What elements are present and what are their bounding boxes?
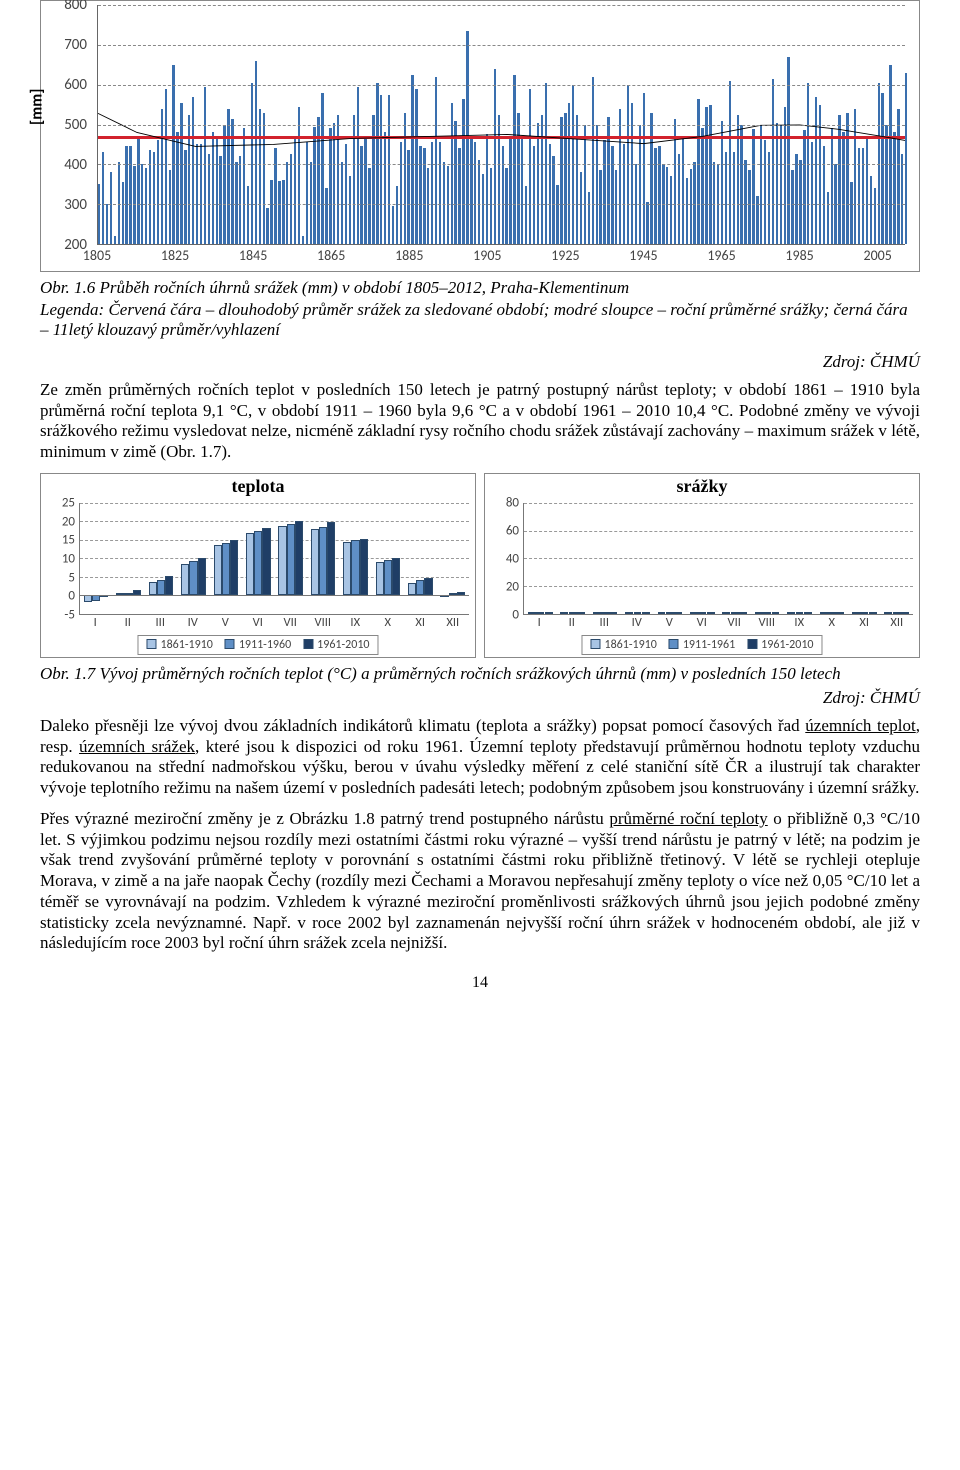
paragraph-2: Daleko přesněji lze vývoj dvou základníc… [40, 716, 920, 799]
fig1-source: Zdroj: ČHMÚ [40, 352, 920, 372]
precipitation-monthly-chart: srážky 020406080IIIIIIIVVVIVIIVIIIIXXXIX… [484, 473, 920, 658]
monthly-charts: teplota -50510152025IIIIIIIVVVIVIIVIIIIX… [40, 473, 920, 658]
temperature-chart: teplota -50510152025IIIIIIIVVVIVIIVIIIIX… [40, 473, 476, 658]
fig2-caption: Obr. 1.7 Vývoj průměrných ročních teplot… [40, 664, 920, 684]
paragraph-3: Přes výrazné meziroční změny je z Obrázk… [40, 809, 920, 954]
fig1-caption: Obr. 1.6 Průběh ročních úhrnů srážek (mm… [40, 278, 920, 298]
chart1-ylabel: [mm] [28, 89, 47, 125]
chart2b-title: srážky [485, 474, 919, 499]
fig2-source: Zdroj: ČHMÚ [40, 688, 920, 708]
paragraph-1: Ze změn průměrných ročních teplot v posl… [40, 380, 920, 463]
precipitation-chart: 200300400500600700800 [mm] 1805182518451… [40, 0, 920, 272]
fig1-legend: Legenda: Červená čára – dlouhodobý průmě… [40, 300, 920, 340]
chart2a-title: teplota [41, 474, 475, 499]
page-number: 14 [40, 974, 920, 992]
